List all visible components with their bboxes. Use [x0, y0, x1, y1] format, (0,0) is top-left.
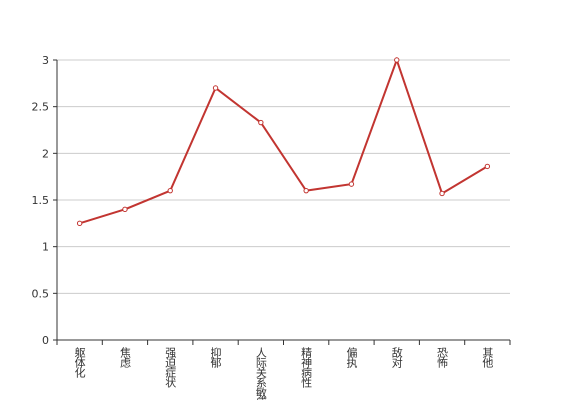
x-tick-label: 躯体化: [73, 347, 86, 379]
x-tick-label: 其他: [481, 347, 494, 368]
point: [122, 206, 128, 213]
y-tick-label: 1.5: [32, 194, 50, 207]
point: [394, 57, 400, 63]
x-tick-label: 偏执: [345, 346, 358, 369]
point: [439, 190, 445, 197]
point: [348, 181, 355, 187]
x-tick-label: 强迫症状: [164, 347, 177, 388]
x-tick-label: 精神病性: [300, 347, 313, 389]
y-tick-label: 3: [42, 54, 49, 67]
point: [303, 187, 309, 194]
y-tick-label: 0.5: [32, 287, 50, 300]
point: [212, 85, 219, 91]
x-tick-label: 恐怖: [436, 347, 449, 368]
y-tick-label: 2.5: [32, 101, 50, 114]
y-tick-label: 2: [42, 147, 49, 160]
y-tick-label: 1: [42, 241, 49, 254]
y-tick-label: 0: [42, 334, 49, 347]
x-tick-label: 抑郁: [209, 346, 222, 368]
x-tick-label: 人际关系敏感: [254, 347, 267, 400]
point: [167, 187, 173, 194]
point: [484, 163, 491, 170]
x-tick-label: 敌对: [390, 346, 403, 368]
line: [79, 56, 488, 225]
point: [76, 220, 83, 227]
x-tick-label: 焦虑: [118, 347, 131, 368]
point: [258, 119, 264, 126]
